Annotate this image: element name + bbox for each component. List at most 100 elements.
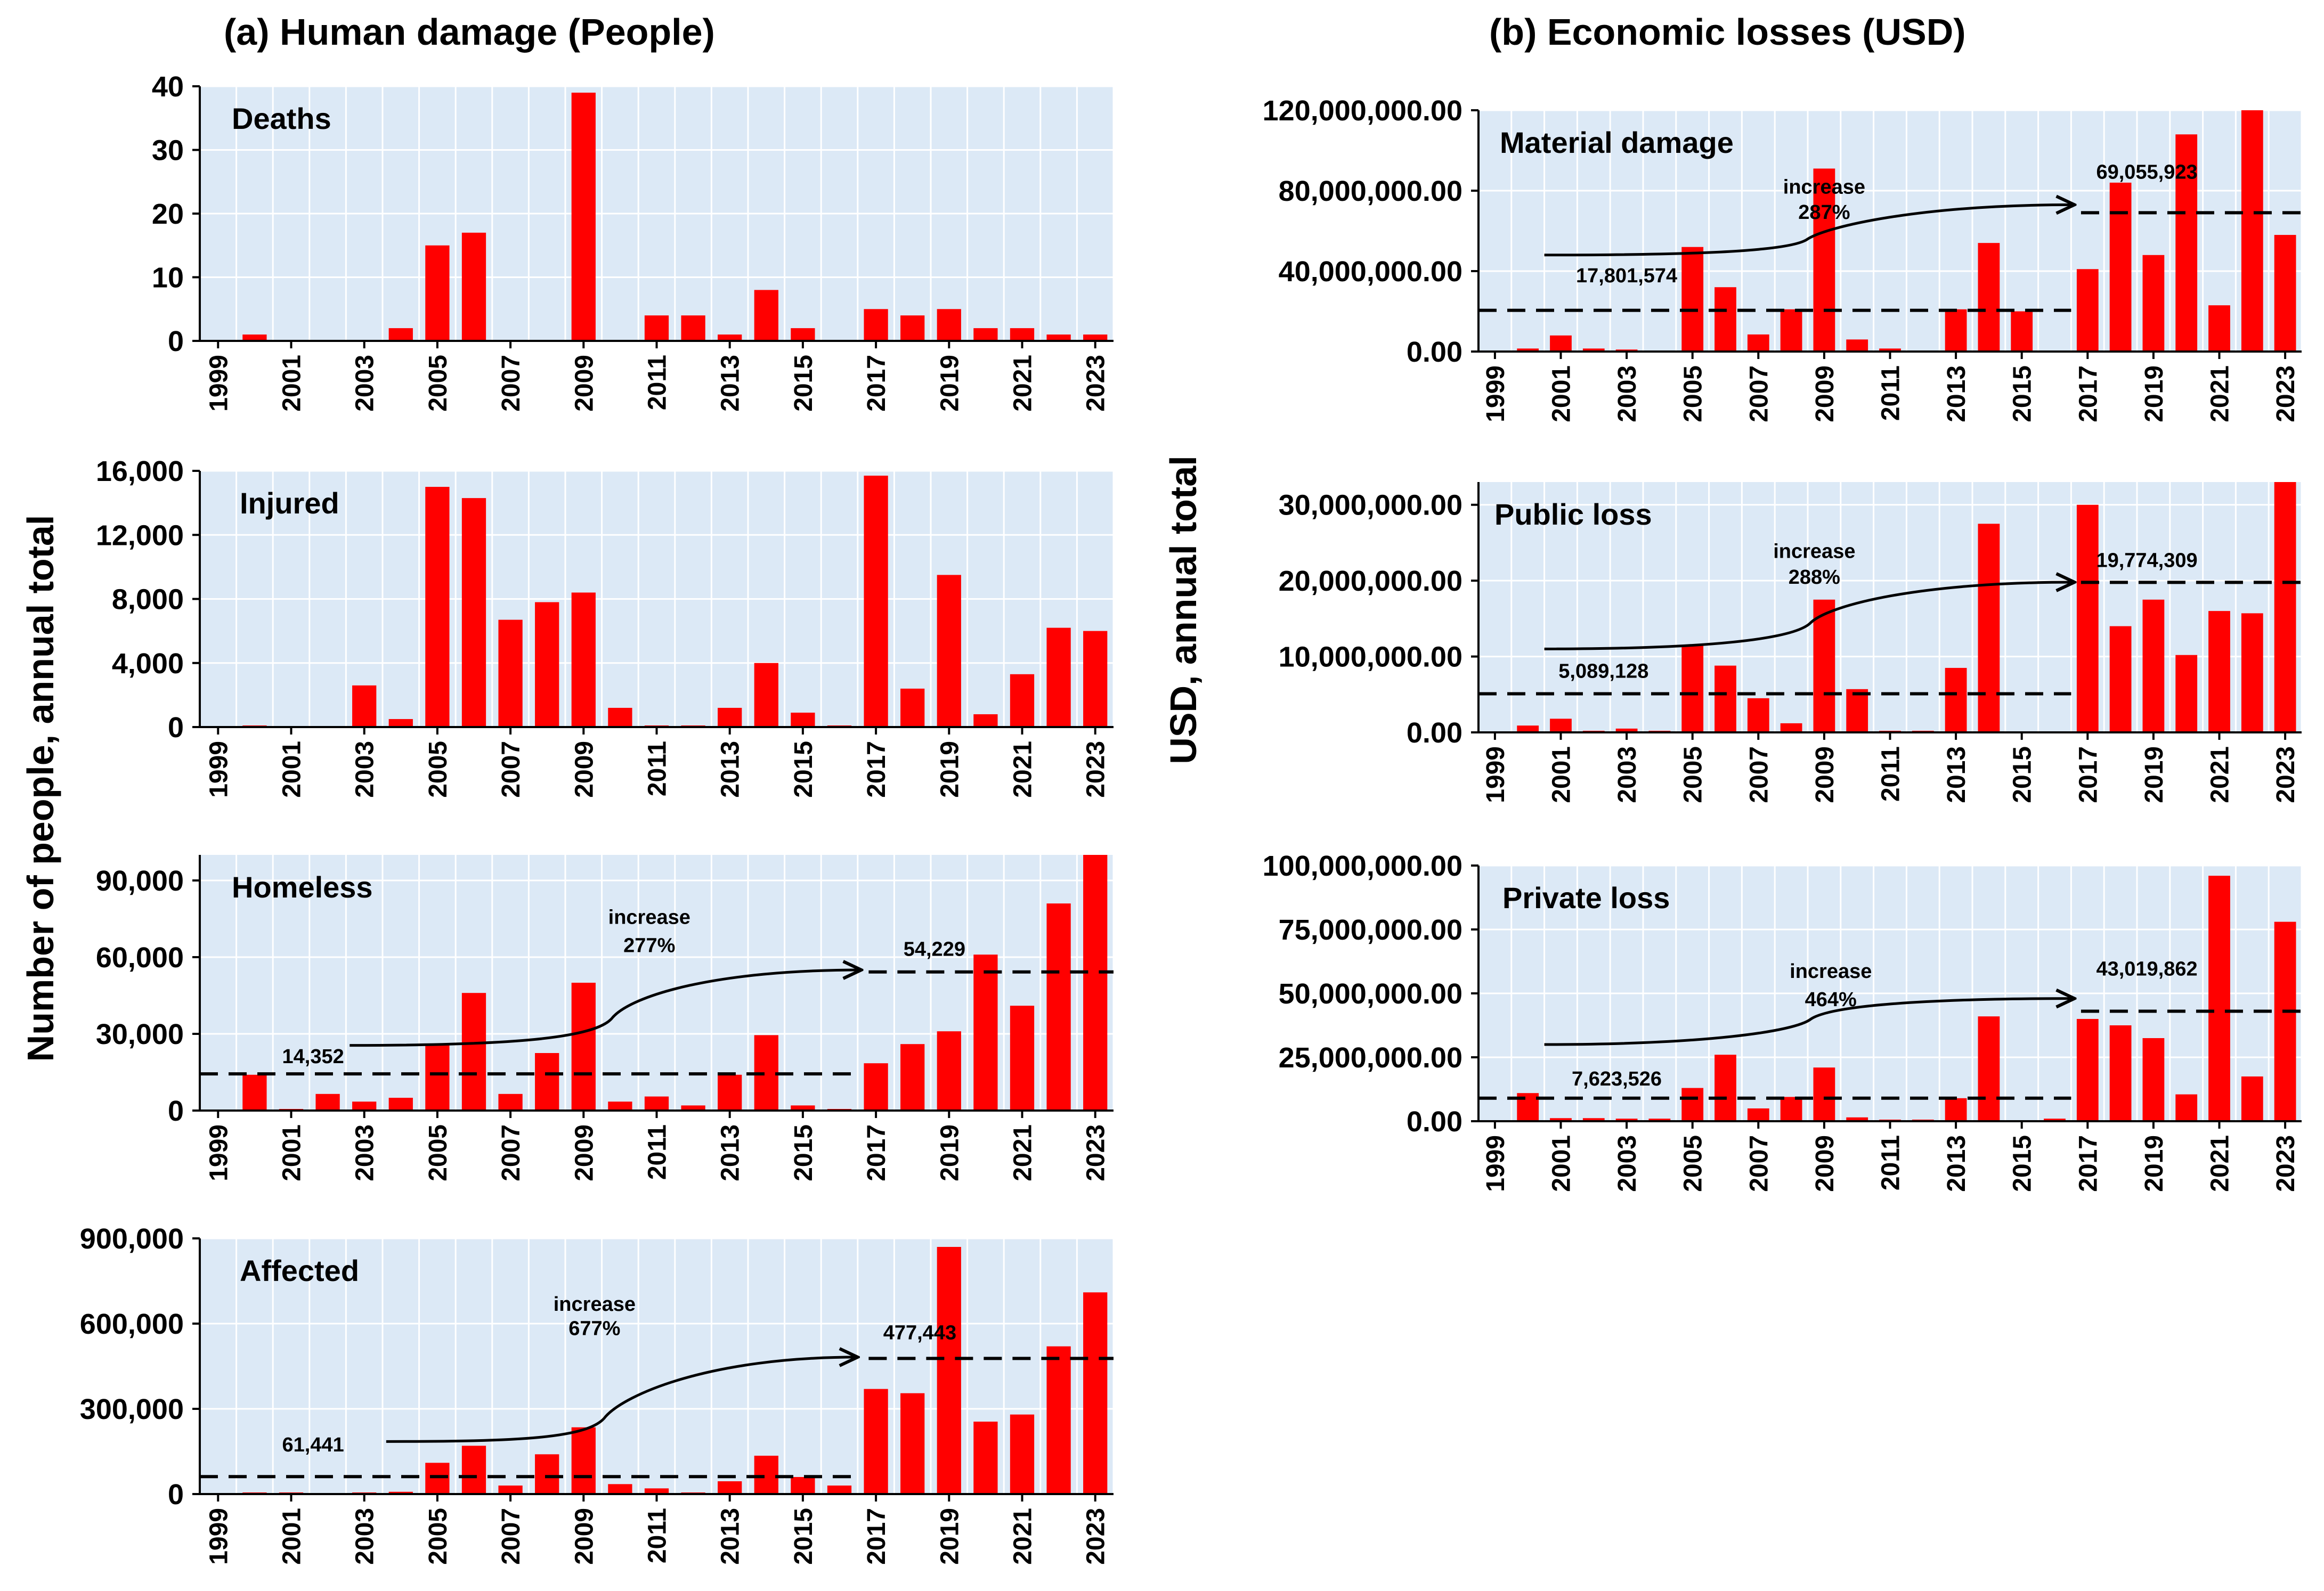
x-tick-label: 2021 <box>1009 1508 1037 1565</box>
chart-injured: 0 4,000 8,000 12,000 16,000 1999 2001 2003 2005 2… <box>96 455 1115 798</box>
bar-2007 <box>498 1094 523 1111</box>
x-tick-label: 2009 <box>570 355 598 412</box>
x-tick-label: 2013 <box>717 355 745 412</box>
y-tick-label: 10,000,000.00 <box>1279 641 1462 673</box>
bar-2008 <box>535 1053 559 1111</box>
bar-2010 <box>608 1484 632 1494</box>
x-tick-label: 2003 <box>351 355 379 412</box>
bar-2019 <box>937 309 961 341</box>
x-tick-label: 2001 <box>278 1124 306 1181</box>
baseline-before-label: 17,801,574 <box>1576 265 1677 287</box>
x-tick-label: 2021 <box>1009 1124 1037 1181</box>
x-tick-label: 2009 <box>570 1508 598 1565</box>
x-tick-label: 2017 <box>863 1124 891 1181</box>
x-tick-label: 1999 <box>205 1508 233 1565</box>
x-tick-label: 2003 <box>351 1508 379 1565</box>
increase-percent: 677% <box>568 1317 620 1340</box>
x-tick-label: 2011 <box>1877 1135 1905 1190</box>
bar-2002 <box>1582 1118 1605 1121</box>
chart-public-loss: 0.00 10,000,000.00 20,000,000.00 30,000,000… <box>1279 482 2303 803</box>
chart-title: Deaths <box>232 102 331 135</box>
x-tick-label: 1999 <box>205 741 233 798</box>
baseline-before-label: 7,623,526 <box>1572 1068 1662 1090</box>
bar-2006 <box>461 1446 486 1494</box>
x-tick-label: 2005 <box>424 355 452 412</box>
y-tick-label: 20 <box>152 198 184 230</box>
x-tick-label: 2019 <box>936 741 964 798</box>
bar-2019 <box>2142 1038 2165 1121</box>
increase-label: increase <box>1783 176 1865 199</box>
x-tick-label: 2023 <box>1082 355 1110 412</box>
chart-affected: 0 300,000 600,000 900,000 1999 2001 2003 2005 20… <box>80 1223 1115 1565</box>
bar-2002 <box>1582 348 1605 352</box>
bar-2012 <box>681 1105 705 1111</box>
bar-2008 <box>1780 723 1802 732</box>
bar-2011 <box>644 1096 669 1111</box>
bar-2000 <box>1517 348 1539 352</box>
chart-title: Affected <box>240 1254 359 1287</box>
plot-area <box>1478 482 2302 732</box>
bar-2014 <box>1978 524 2000 732</box>
x-tick-label: 2011 <box>644 355 672 410</box>
bar-2011 <box>644 315 669 341</box>
x-tick-label: 2011 <box>1877 365 1905 421</box>
x-tick-label: 2015 <box>2009 365 2037 422</box>
x-tick-label: 2017 <box>863 355 891 412</box>
bar-2017 <box>2076 269 2099 352</box>
bar-2006 <box>1714 665 1736 732</box>
chart-private-loss: 0.00 25,000,000.00 50,000,000.00 75,000,000… <box>1263 850 2303 1192</box>
x-tick-label: 2003 <box>1613 746 1642 803</box>
bar-2018 <box>2109 626 2132 732</box>
bar-2015 <box>791 328 815 341</box>
left-panel-title: (a) Human damage (People) <box>224 11 715 53</box>
x-tick-label: 1999 <box>205 1124 233 1181</box>
x-tick-label: 2009 <box>570 741 598 798</box>
chart-homeless: 0 30,000 60,000 90,000 1999 2001 2003 2005 2007 2… <box>96 855 1115 1181</box>
x-tick-label: 2019 <box>936 355 964 412</box>
x-tick-label: 2015 <box>790 1124 818 1181</box>
x-tick-label: 2005 <box>1679 746 1708 803</box>
bar-2001 <box>1550 335 1572 352</box>
bar-2019 <box>937 1031 961 1111</box>
baseline-before-label: 5,089,128 <box>1558 660 1648 682</box>
x-tick-label: 2003 <box>351 741 379 798</box>
bar-2010 <box>608 707 632 727</box>
y-tick-label: 40 <box>152 71 184 103</box>
x-tick-label: 1999 <box>1482 365 1510 422</box>
bar-2007 <box>1747 698 1769 732</box>
x-tick-label: 2023 <box>2272 746 2300 803</box>
bar-2009 <box>571 1427 596 1494</box>
y-tick-label: 30 <box>152 135 184 167</box>
bar-2020 <box>973 1422 998 1494</box>
left-y-axis-title: Number of people, annual total <box>20 515 61 1062</box>
x-tick-label: 2015 <box>790 355 818 412</box>
bar-2017 <box>2076 1019 2099 1121</box>
x-tick-label: 2019 <box>2140 1135 2168 1192</box>
bar-2011 <box>1879 348 1901 352</box>
bar-2008 <box>535 1454 559 1494</box>
chart-title: Material damage <box>1500 126 1734 159</box>
right-panel-title: (b) Economic losses (USD) <box>1489 11 1966 53</box>
x-tick-label: 2015 <box>790 741 818 798</box>
x-tick-label: 1999 <box>205 355 233 412</box>
bar-2013 <box>718 1481 742 1494</box>
bar-2009 <box>571 592 596 727</box>
bar-2007 <box>498 1486 523 1494</box>
increase-label: increase <box>1790 960 1872 983</box>
increase-arrow <box>1544 582 2075 650</box>
bar-2004 <box>388 719 413 727</box>
bar-2019 <box>2142 599 2165 732</box>
x-tick-label: 2009 <box>1811 1135 1839 1192</box>
increase-percent: 277% <box>623 934 675 957</box>
bar-2005 <box>1681 247 1704 352</box>
bar-2020 <box>2175 1094 2198 1121</box>
increase-label: increase <box>608 907 690 929</box>
x-tick-label: 2013 <box>717 1124 745 1181</box>
x-tick-label: 2015 <box>2009 746 2037 803</box>
x-tick-label: 2023 <box>2272 365 2300 422</box>
x-tick-label: 2017 <box>863 1508 891 1565</box>
bar-2007 <box>498 619 523 727</box>
x-tick-label: 2019 <box>2140 746 2168 803</box>
x-tick-label: 2005 <box>1679 1135 1708 1192</box>
y-tick-label: 100,000,000.00 <box>1263 850 1462 882</box>
